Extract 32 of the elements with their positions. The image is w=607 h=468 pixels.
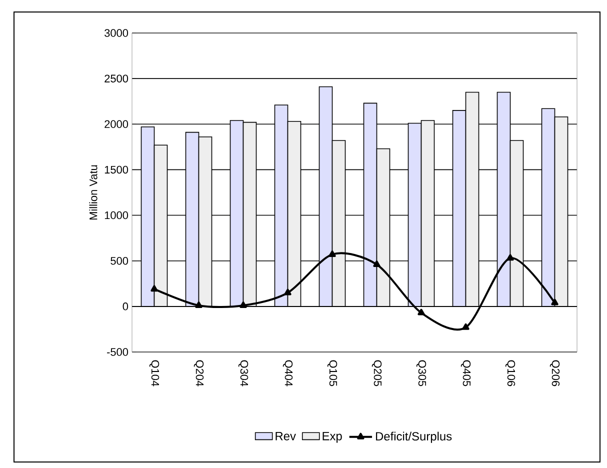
x-tick-label: Q405 [460, 360, 471, 386]
point [284, 288, 292, 296]
x-tick-label: Q304 [238, 360, 248, 386]
y-tick-label: 2500 [104, 74, 128, 82]
x-tick-label: Q205 [372, 360, 382, 386]
x-tick-label: Q206 [550, 360, 560, 386]
y-tick-label: 2000 [104, 120, 128, 128]
x-tick-label: Q105 [327, 360, 338, 386]
point [551, 298, 558, 306]
x-tick-label: Q104 [149, 360, 160, 386]
y-tick-label: 0 [122, 302, 128, 310]
x-tick-label: Q404 [282, 360, 293, 386]
y-tick-label: 1000 [104, 211, 128, 220]
point [462, 323, 470, 330]
x-tick-label: Q305 [416, 360, 426, 386]
y-tick-label: -500 [107, 348, 128, 356]
point [150, 285, 158, 292]
point [195, 302, 202, 308]
legend-label: Exp [322, 432, 342, 443]
legend-label: Rev [276, 432, 296, 440]
point [506, 254, 514, 261]
y-tick-label: 3000 [104, 29, 128, 37]
y-axis-title: Million Vatu [89, 165, 98, 220]
x-tick-label: Q106 [505, 360, 516, 386]
point [240, 302, 247, 308]
y-tick-label: 1500 [104, 166, 128, 174]
legend-label: Deficit/Surplus [376, 432, 452, 443]
point [328, 250, 336, 257]
x-tick-label: Q204 [194, 360, 204, 386]
y-tick-label: 500 [110, 256, 128, 265]
point [373, 260, 380, 267]
point [418, 308, 425, 316]
